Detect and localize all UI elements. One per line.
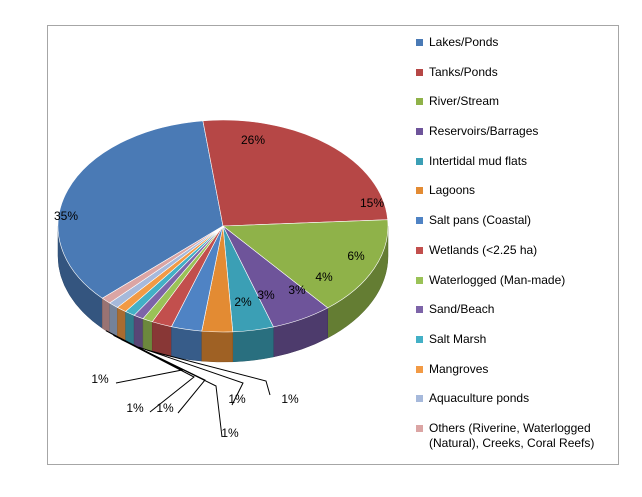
legend-item-reservoirs-barrages: Reservoirs/Barrages (416, 124, 626, 154)
legend-swatch (416, 306, 423, 314)
legend-item-others-riverine-waterlogged-natural-creeks-coral-reefs: Others (Riverine, Waterlogged (Natural),… (416, 421, 626, 461)
pie-side-mangroves (117, 307, 126, 342)
data-label-wetlands-2-25-ha: 2% (234, 295, 252, 309)
data-label-lagoons: 3% (288, 283, 306, 297)
legend-swatch (416, 246, 423, 254)
legend-item-wetlands-2-25-ha: Wetlands (<2.25 ha) (416, 243, 626, 273)
pie-labels: 35% 26% 15% 6% 4% 3% 3% 2% 1% 1% 1% 1% 1% 1% (54, 133, 384, 440)
legend-swatch (416, 68, 423, 76)
legend-item-mangroves: Mangroves (416, 362, 626, 392)
legend-label: Others (Riverine, Waterlogged (Natural),… (429, 420, 595, 450)
legend-swatch (416, 365, 423, 373)
legend-swatch (416, 157, 423, 165)
legend-item-salt-pans-coastal: Salt pans (Coastal) (416, 213, 626, 243)
legend-item-salt-marsh: Salt Marsh (416, 332, 626, 362)
legend-swatch (416, 39, 423, 46)
legend-label: Tanks/Ponds (429, 64, 498, 79)
legend-label: Waterlogged (Man-made) (429, 272, 566, 287)
legend-label: Reservoirs/Barrages (429, 124, 539, 139)
legend-swatch (416, 128, 423, 136)
pie-slice-lakes-ponds (57, 120, 224, 299)
pie-slice-river-stream (222, 219, 389, 309)
legend-label: River/Stream (429, 94, 500, 109)
data-label-others-riverine-waterlogged-natural-creeks-coral-reefs: 1% (91, 372, 109, 386)
legend-label: Mangroves (429, 361, 489, 376)
legend-item-lagoons: Lagoons (416, 183, 626, 213)
legend-swatch (416, 276, 423, 284)
legend-swatch (416, 335, 423, 343)
leader-line-aquaculture-ponds (113, 334, 195, 413)
legend-label: Aquaculture ponds (429, 391, 530, 406)
data-label-salt-pans-coastal: 3% (257, 288, 275, 302)
legend-label: Intertidal mud flats (429, 153, 528, 168)
legend-item-intertidal-mud-flats: Intertidal mud flats (416, 154, 626, 184)
data-label-sand-beach: 1% (228, 392, 246, 406)
pie-top (57, 119, 389, 333)
legend-label: Lakes/Ponds (429, 35, 499, 49)
legend-item-tanks-ponds: Tanks/Ponds (416, 65, 626, 95)
leader-line-sand-beach (138, 346, 244, 406)
legend-swatch (416, 217, 423, 225)
pie-slice-others-riverine-waterlogged-natural-creeks-coral-reefs (101, 225, 224, 304)
legend-label: Sand/Beach (429, 302, 495, 317)
pie-side-salt-pans-coastal (171, 326, 202, 362)
legend-item-sand-beach: Sand/Beach (416, 302, 626, 332)
legend-swatch (416, 424, 423, 432)
legend-swatch (416, 187, 423, 195)
legend-label: Lagoons (429, 183, 476, 198)
data-label-tanks-ponds: 26% (241, 133, 265, 147)
legend-item-river-stream: River/Stream (416, 94, 626, 124)
pie-side-salt-marsh (125, 311, 135, 346)
data-label-intertidal-mud-flats: 4% (315, 270, 333, 284)
chart-legend: Lakes/Ponds Tanks/Ponds River/Stream Reserv… (416, 35, 626, 461)
data-label-aquaculture-ponds: 1% (126, 401, 144, 415)
leader-line-others-riverine-waterlogged-natural-creeks-coral-reefs (105, 330, 184, 384)
data-label-salt-marsh: 1% (221, 426, 239, 440)
pie-sides (57, 225, 389, 363)
pie-slice-tanks-ponds (202, 119, 389, 227)
legend-label: Salt Marsh (429, 331, 487, 346)
pie-side-sand-beach (133, 314, 144, 350)
pie-side-lagoons (201, 330, 234, 363)
legend-item-aquaculture-ponds: Aquaculture ponds (416, 391, 626, 421)
data-label-river-stream: 15% (360, 196, 384, 210)
data-label-waterlogged-man-made: 1% (281, 392, 299, 406)
legend-item-waterlogged-man-made: Waterlogged (Man-made) (416, 273, 626, 303)
pie-side-wetlands-2-25-ha (151, 321, 172, 358)
pie-side-aquaculture-ponds (109, 302, 118, 338)
data-label-lakes-ponds: 35% (54, 209, 78, 223)
legend-label: Wetlands (<2.25 ha) (429, 242, 538, 257)
pie-side-others-riverine-waterlogged-natural-creeks-coral-reefs (102, 297, 110, 334)
legend-label: Salt pans (Coastal) (429, 213, 532, 228)
leader-line-waterlogged-man-made (147, 349, 271, 396)
legend-item-lakes-ponds: Lakes/Ponds (416, 35, 626, 65)
pie-side-intertidal-mud-flats (232, 326, 274, 363)
data-label-reservoirs-barrages: 6% (347, 249, 365, 263)
pie-side-waterlogged-man-made (142, 318, 153, 353)
legend-swatch (416, 395, 423, 403)
data-label-mangroves: 1% (156, 401, 174, 415)
legend-swatch (416, 98, 423, 106)
